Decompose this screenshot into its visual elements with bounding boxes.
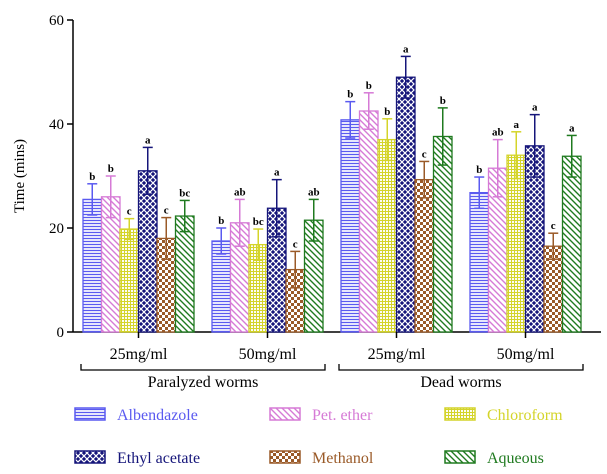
x-tick-label: 25mg/ml <box>110 346 168 363</box>
significance-letter: b <box>384 106 390 118</box>
bar <box>415 180 434 332</box>
bar-ethyl-acetate: a <box>526 102 545 332</box>
legend-label: Aqueous <box>487 450 544 467</box>
bar <box>83 199 102 332</box>
legend-label: Ethyl acetate <box>117 450 200 467</box>
legend-item-methanol: Methanol <box>270 450 374 467</box>
bar <box>176 216 195 332</box>
y-axis-label: Time (mins) <box>12 139 28 213</box>
legend-item-ethyl-acetate: Ethyl acetate <box>75 450 200 467</box>
significance-letter: b <box>366 80 372 92</box>
bar-chloroform: c <box>120 206 139 332</box>
significance-letter: a <box>145 134 151 146</box>
significance-letter: a <box>274 167 280 179</box>
bar-ethyl-acetate: a <box>397 43 416 332</box>
significance-letter: c <box>293 238 298 250</box>
significance-letter: c <box>127 206 132 218</box>
bar-chloroform: bc <box>249 216 268 332</box>
x-tick-labels: 25mg/ml 50mg/ml 25mg/ml 50mg/ml <box>110 332 555 363</box>
significance-letter: a <box>514 119 520 131</box>
significance-letter: b <box>108 163 114 175</box>
y-ticks: 0 20 40 60 <box>49 13 73 341</box>
x-tick-label: 25mg/ml <box>368 346 426 363</box>
bar-aqueous: bc <box>176 187 195 332</box>
bar-methanol: c <box>157 205 176 332</box>
legend-label: Methanol <box>312 450 374 467</box>
significance-letter: b <box>89 171 95 183</box>
x-tick-label: 50mg/ml <box>239 346 297 363</box>
bar <box>378 140 397 332</box>
bar-ethyl-acetate: a <box>139 134 158 332</box>
bar-aqueous: ab <box>305 186 324 332</box>
significance-letter: a <box>403 43 409 55</box>
bar <box>470 193 489 332</box>
group-bracket <box>81 364 325 370</box>
legend-swatch <box>270 451 300 463</box>
group-bracket <box>339 364 583 370</box>
legend: Albendazole Pet. ether Chloroform Ethyl ace… <box>75 407 563 467</box>
bar-albendazole: b <box>341 89 360 332</box>
y-tick-label: 60 <box>49 13 64 29</box>
bar <box>139 171 158 332</box>
y-tick-label: 40 <box>49 117 64 133</box>
bar-pet-ether: ab <box>489 127 508 332</box>
y-tick-label: 20 <box>49 221 64 237</box>
bar <box>563 156 582 332</box>
bar <box>397 77 416 332</box>
significance-letter: b <box>347 89 353 101</box>
legend-label: Chloroform <box>487 407 563 424</box>
significance-letter: bc <box>179 187 190 199</box>
significance-letter: b <box>440 95 446 107</box>
bar-aqueous: b <box>434 95 453 332</box>
significance-letter: ab <box>234 186 246 198</box>
bar-albendazole: b <box>470 164 489 332</box>
bar <box>341 120 360 332</box>
significance-letter: c <box>164 205 169 217</box>
significance-letter: b <box>476 164 482 176</box>
legend-item-chloroform: Chloroform <box>445 407 563 424</box>
group-label: Paralyzed worms <box>148 374 259 391</box>
significance-letter: a <box>569 122 575 134</box>
legend-swatch <box>445 451 475 463</box>
bar-albendazole: b <box>83 171 102 332</box>
significance-letter: b <box>218 215 224 227</box>
legend-swatch <box>75 408 105 420</box>
significance-letter: ab <box>492 127 504 139</box>
group-brackets: Paralyzed worms Dead worms <box>81 364 583 391</box>
bar <box>120 229 139 332</box>
legend-item-aqueous: Aqueous <box>445 450 544 467</box>
significance-letter: c <box>551 220 556 232</box>
significance-letter: bc <box>253 216 264 228</box>
x-tick-label: 50mg/ml <box>497 346 555 363</box>
bar-methanol: c <box>286 238 305 332</box>
bar-pet-ether: b <box>102 163 121 332</box>
group-label: Dead worms <box>420 374 501 391</box>
legend-swatch <box>75 451 105 463</box>
significance-letter: c <box>422 148 427 160</box>
bar-chloroform: b <box>378 106 397 332</box>
legend-label: Albendazole <box>117 407 198 424</box>
bar-chloroform: a <box>507 119 526 332</box>
bar-pet-ether: b <box>360 80 379 332</box>
bar-ethyl-acetate: a <box>268 167 287 332</box>
bar-albendazole: b <box>212 215 231 332</box>
legend-swatch <box>270 408 300 420</box>
bar-methanol: c <box>544 220 563 332</box>
significance-letter: ab <box>308 186 320 198</box>
y-tick-label: 0 <box>57 325 65 341</box>
legend-swatch <box>445 408 475 420</box>
bar <box>507 155 526 332</box>
legend-item-pet-ether: Pet. ether <box>270 407 373 424</box>
bar-aqueous: a <box>563 122 582 332</box>
bar-methanol: c <box>415 148 434 332</box>
bar <box>360 111 379 332</box>
bar-pet-ether: ab <box>231 186 250 332</box>
legend-label: Pet. ether <box>312 407 373 424</box>
significance-letter: a <box>532 102 538 114</box>
legend-item-albendazole: Albendazole <box>75 407 198 424</box>
